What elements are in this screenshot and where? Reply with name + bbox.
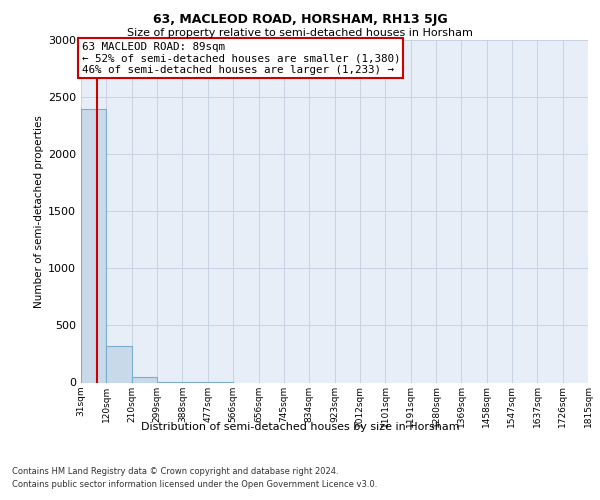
Text: Size of property relative to semi-detached houses in Horsham: Size of property relative to semi-detach… (127, 28, 473, 38)
Bar (81, 108, 106, 382)
Text: Contains HM Land Registry data © Crown copyright and database right 2024.: Contains HM Land Registry data © Crown c… (12, 468, 338, 476)
Bar (106, 346, 131, 383)
Text: 63, MACLEOD ROAD, HORSHAM, RH13 5JG: 63, MACLEOD ROAD, HORSHAM, RH13 5JG (152, 12, 448, 26)
Y-axis label: Number of semi-detached properties: Number of semi-detached properties (34, 115, 44, 308)
Text: 63 MACLEOD ROAD: 89sqm
← 52% of semi-detached houses are smaller (1,380)
46% of : 63 MACLEOD ROAD: 89sqm ← 52% of semi-det… (82, 42, 400, 75)
Bar (132, 377, 157, 382)
Text: Distribution of semi-detached houses by size in Horsham: Distribution of semi-detached houses by … (140, 422, 460, 432)
Text: Contains public sector information licensed under the Open Government Licence v3: Contains public sector information licen… (12, 480, 377, 489)
